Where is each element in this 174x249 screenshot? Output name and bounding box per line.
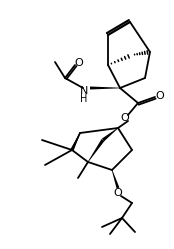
Polygon shape xyxy=(88,139,104,162)
Text: O: O xyxy=(114,188,122,198)
Polygon shape xyxy=(112,170,119,188)
Text: H: H xyxy=(80,94,88,104)
Polygon shape xyxy=(102,128,118,141)
Text: O: O xyxy=(121,113,129,123)
Polygon shape xyxy=(90,86,120,89)
Polygon shape xyxy=(70,133,80,151)
Text: N: N xyxy=(80,86,88,96)
Text: O: O xyxy=(156,91,164,101)
Text: O: O xyxy=(75,58,83,68)
